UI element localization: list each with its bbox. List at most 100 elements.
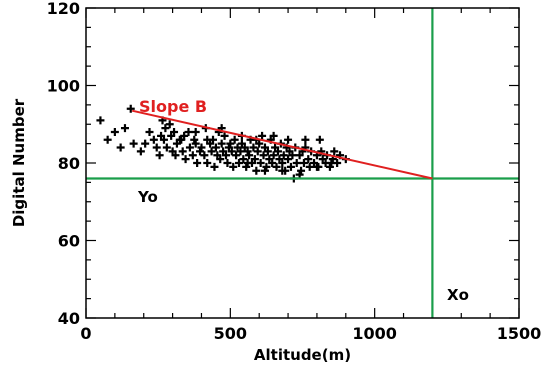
data-point xyxy=(232,151,241,160)
data-point xyxy=(315,135,324,144)
data-point xyxy=(253,147,262,156)
data-point xyxy=(263,147,272,156)
data-point xyxy=(152,143,161,152)
data-point xyxy=(249,143,258,152)
x-axis-title: Altitude(m) xyxy=(254,346,351,364)
data-point xyxy=(216,155,225,164)
data-point xyxy=(260,166,269,175)
data-point xyxy=(188,151,197,160)
data-point xyxy=(190,135,199,144)
data-point xyxy=(197,143,206,152)
data-point xyxy=(269,151,278,160)
data-point xyxy=(279,151,288,160)
data-point xyxy=(159,135,168,144)
data-point xyxy=(217,139,226,148)
data-point xyxy=(165,120,174,129)
data-point xyxy=(229,162,238,171)
data-point xyxy=(269,131,278,140)
data-point xyxy=(227,147,236,156)
data-point xyxy=(145,128,154,136)
data-point xyxy=(243,147,252,156)
data-point xyxy=(259,151,268,160)
x-tick-label: 1000 xyxy=(352,324,397,343)
data-point xyxy=(155,151,164,160)
data-point xyxy=(252,166,261,175)
data-point xyxy=(171,151,180,160)
data-point xyxy=(96,116,105,125)
data-point xyxy=(230,135,239,144)
data-point xyxy=(250,155,259,164)
data-point xyxy=(258,131,267,140)
slope-line xyxy=(131,109,433,180)
data-point xyxy=(162,143,171,152)
x-tick-label: 0 xyxy=(80,324,91,343)
data-point xyxy=(301,135,310,144)
data-point xyxy=(245,151,254,160)
data-point xyxy=(203,159,212,167)
data-point xyxy=(185,143,194,152)
data-point xyxy=(234,159,243,167)
data-point xyxy=(191,128,200,136)
plot-frame xyxy=(85,7,520,319)
data-point xyxy=(136,147,145,156)
data-point xyxy=(273,147,282,156)
data-point xyxy=(177,135,186,144)
data-point xyxy=(299,159,308,167)
data-point xyxy=(239,155,248,164)
y-axis-title: Digital Number xyxy=(10,98,28,227)
x-tick-label: 1500 xyxy=(497,324,542,343)
data-point xyxy=(286,162,295,171)
data-point xyxy=(120,124,129,133)
data-point xyxy=(292,159,301,167)
data-point xyxy=(226,139,235,148)
data-point xyxy=(297,166,306,175)
x-tick-label: 500 xyxy=(214,324,247,343)
data-point xyxy=(149,135,158,144)
data-point xyxy=(325,162,334,171)
data-point xyxy=(200,151,209,160)
data-point xyxy=(284,135,293,144)
data-point xyxy=(178,147,187,156)
data-point xyxy=(223,159,232,167)
data-point xyxy=(184,128,193,136)
y-tick-label: 80 xyxy=(58,154,80,173)
y-tick-label: 40 xyxy=(58,309,80,328)
data-point xyxy=(272,162,281,171)
data-point xyxy=(243,159,252,167)
data-point xyxy=(304,155,313,164)
data-point xyxy=(181,155,190,164)
data-point xyxy=(278,166,287,175)
data-point xyxy=(210,162,219,171)
data-point xyxy=(242,162,251,171)
data-point xyxy=(220,131,229,140)
data-point xyxy=(236,147,245,156)
data-point xyxy=(126,104,135,113)
data-point xyxy=(268,159,277,167)
data-point xyxy=(196,147,205,156)
data-point xyxy=(330,147,339,156)
data-point xyxy=(193,159,202,167)
data-points xyxy=(96,104,350,183)
data-point xyxy=(170,128,179,136)
y-tick-label: 100 xyxy=(47,77,80,96)
data-point xyxy=(129,139,138,148)
data-point xyxy=(207,147,216,156)
data-point xyxy=(222,151,231,160)
y-tick-label: 120 xyxy=(47,0,80,18)
data-point xyxy=(161,124,170,133)
slope-annotation: Slope B xyxy=(139,97,207,116)
tick-labels: 0 500 1000 1500 40 60 80 100 120 xyxy=(47,0,542,343)
data-point xyxy=(116,143,125,152)
data-point xyxy=(256,159,265,167)
data-point xyxy=(295,170,304,179)
data-point xyxy=(103,135,112,144)
y-tick-label: 60 xyxy=(58,232,80,251)
data-point xyxy=(278,159,287,167)
data-point xyxy=(191,139,200,148)
data-point xyxy=(211,143,220,152)
data-point xyxy=(284,155,293,164)
data-point xyxy=(110,128,119,136)
data-point xyxy=(305,162,314,171)
data-point xyxy=(288,151,297,160)
